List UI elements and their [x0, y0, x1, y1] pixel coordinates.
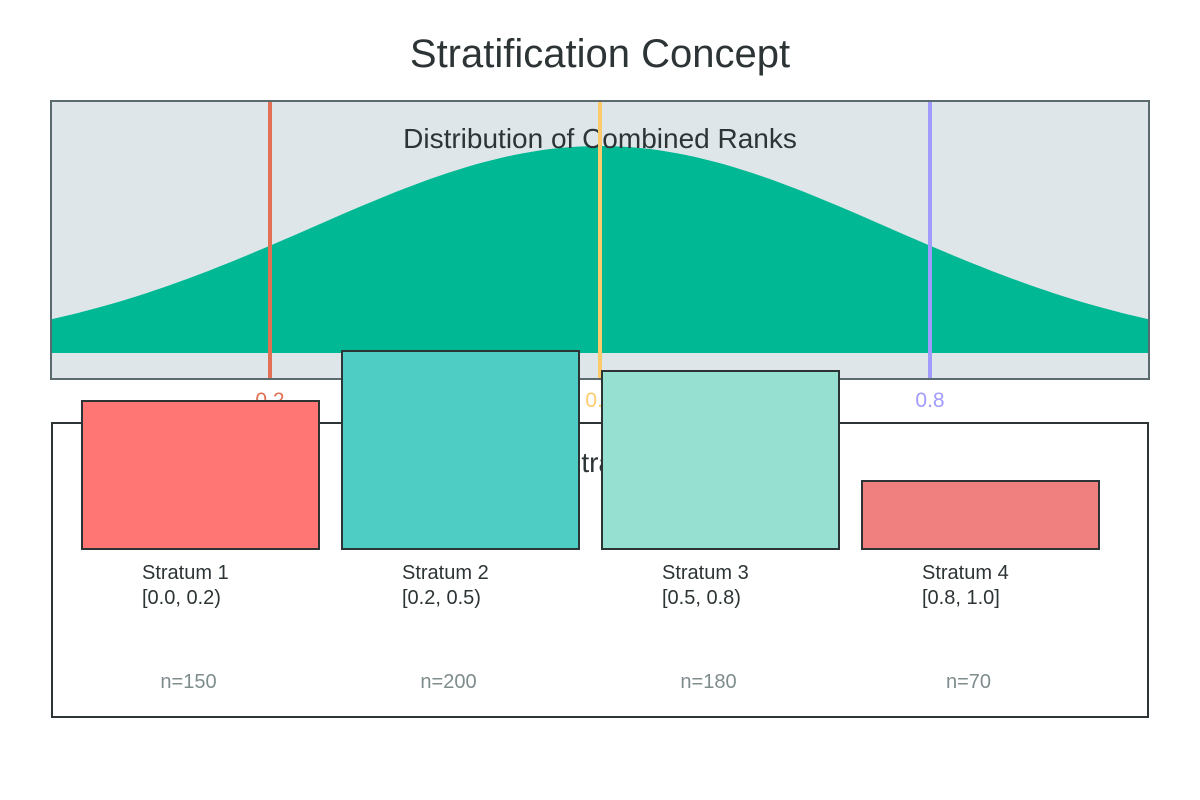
boundary-label-0.5: 0.5 — [585, 389, 615, 412]
boundary-label-0.8: 0.8 — [915, 389, 945, 412]
boundary-label-0.2: 0.2 — [255, 389, 285, 412]
boundary-line-0.5 — [598, 102, 602, 378]
boundary-line-0.8 — [928, 102, 932, 378]
strata-title: Strata — [562, 447, 638, 478]
distribution-panel: Distribution of Combined Ranks — [50, 100, 1150, 380]
figure-title: Stratification Concept — [409, 32, 791, 76]
strata-panel: Strata — [51, 422, 1149, 718]
boundary-line-0.2 — [268, 102, 272, 378]
